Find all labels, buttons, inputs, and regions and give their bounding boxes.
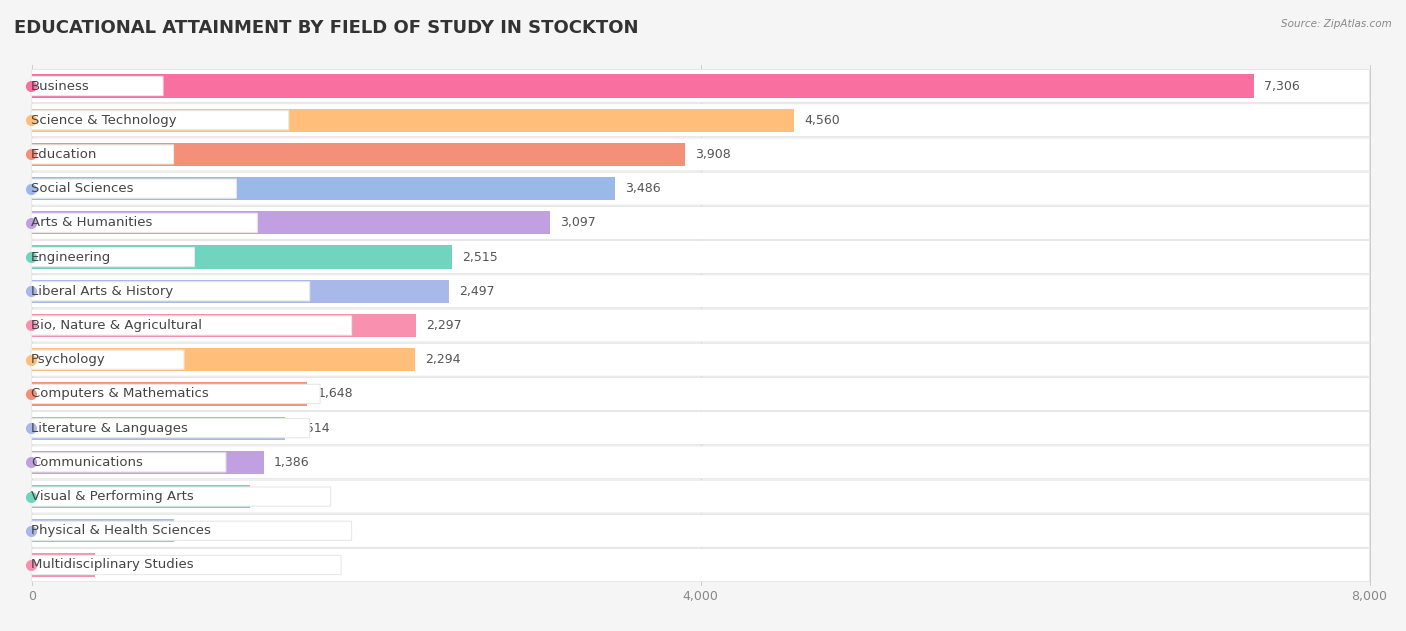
FancyBboxPatch shape <box>31 350 184 369</box>
FancyBboxPatch shape <box>32 343 1369 376</box>
FancyBboxPatch shape <box>31 110 288 130</box>
Text: 2,294: 2,294 <box>426 353 461 366</box>
FancyBboxPatch shape <box>32 206 1369 239</box>
FancyBboxPatch shape <box>32 514 1369 547</box>
FancyBboxPatch shape <box>32 480 1369 513</box>
Text: Physical & Health Sciences: Physical & Health Sciences <box>31 524 211 537</box>
Text: 4,560: 4,560 <box>804 114 839 127</box>
FancyBboxPatch shape <box>31 76 163 95</box>
FancyBboxPatch shape <box>32 548 1369 581</box>
Text: Literature & Languages: Literature & Languages <box>31 422 188 435</box>
FancyBboxPatch shape <box>31 453 226 472</box>
Text: Multidisciplinary Studies: Multidisciplinary Studies <box>31 558 194 572</box>
Text: Business: Business <box>31 80 90 93</box>
FancyBboxPatch shape <box>31 316 352 335</box>
Text: Visual & Performing Arts: Visual & Performing Arts <box>31 490 194 503</box>
Text: EDUCATIONAL ATTAINMENT BY FIELD OF STUDY IN STOCKTON: EDUCATIONAL ATTAINMENT BY FIELD OF STUDY… <box>14 19 638 37</box>
FancyBboxPatch shape <box>32 377 1369 410</box>
Bar <box>32 177 614 200</box>
Text: 2,297: 2,297 <box>426 319 461 332</box>
Text: 2,515: 2,515 <box>463 251 498 264</box>
FancyBboxPatch shape <box>31 179 236 198</box>
Text: 3,097: 3,097 <box>560 216 595 229</box>
Text: Engineering: Engineering <box>31 251 111 264</box>
FancyBboxPatch shape <box>31 487 330 506</box>
Text: Liberal Arts & History: Liberal Arts & History <box>31 285 173 298</box>
Bar <box>32 519 174 543</box>
Text: 849: 849 <box>184 524 208 537</box>
Bar <box>32 245 453 269</box>
Text: 3,908: 3,908 <box>696 148 731 161</box>
FancyBboxPatch shape <box>31 213 257 232</box>
Text: Communications: Communications <box>31 456 143 469</box>
Text: Psychology: Psychology <box>31 353 105 366</box>
Bar <box>32 485 250 508</box>
Bar <box>32 382 308 406</box>
Text: 7,306: 7,306 <box>1264 80 1299 93</box>
Text: Arts & Humanities: Arts & Humanities <box>31 216 152 229</box>
Text: 378: 378 <box>105 558 129 572</box>
FancyBboxPatch shape <box>32 103 1369 137</box>
Text: Education: Education <box>31 148 97 161</box>
FancyBboxPatch shape <box>31 521 352 540</box>
Bar <box>32 451 263 474</box>
Bar <box>32 109 794 132</box>
FancyBboxPatch shape <box>31 145 173 164</box>
FancyBboxPatch shape <box>31 418 309 438</box>
Bar <box>32 553 96 577</box>
Bar <box>32 280 450 303</box>
FancyBboxPatch shape <box>32 309 1369 342</box>
Bar <box>32 211 550 235</box>
Text: 3,486: 3,486 <box>624 182 661 195</box>
FancyBboxPatch shape <box>32 411 1369 445</box>
Text: Bio, Nature & Agricultural: Bio, Nature & Agricultural <box>31 319 202 332</box>
Text: 2,497: 2,497 <box>460 285 495 298</box>
FancyBboxPatch shape <box>32 172 1369 205</box>
Text: 1,514: 1,514 <box>295 422 330 435</box>
Text: Social Sciences: Social Sciences <box>31 182 134 195</box>
Text: Computers & Mathematics: Computers & Mathematics <box>31 387 208 401</box>
FancyBboxPatch shape <box>31 555 342 575</box>
FancyBboxPatch shape <box>32 69 1369 102</box>
FancyBboxPatch shape <box>31 247 194 267</box>
Bar <box>32 74 1254 98</box>
FancyBboxPatch shape <box>31 384 321 403</box>
Bar <box>32 143 685 166</box>
Text: Source: ZipAtlas.com: Source: ZipAtlas.com <box>1281 19 1392 29</box>
Text: 1,305: 1,305 <box>260 490 295 503</box>
FancyBboxPatch shape <box>32 446 1369 479</box>
FancyBboxPatch shape <box>32 138 1369 171</box>
Bar <box>32 416 285 440</box>
Bar <box>32 348 415 372</box>
FancyBboxPatch shape <box>32 275 1369 308</box>
FancyBboxPatch shape <box>31 281 309 301</box>
Text: Science & Technology: Science & Technology <box>31 114 177 127</box>
Text: 1,648: 1,648 <box>318 387 353 401</box>
FancyBboxPatch shape <box>32 240 1369 273</box>
Text: 1,386: 1,386 <box>274 456 309 469</box>
Bar <box>32 314 416 337</box>
